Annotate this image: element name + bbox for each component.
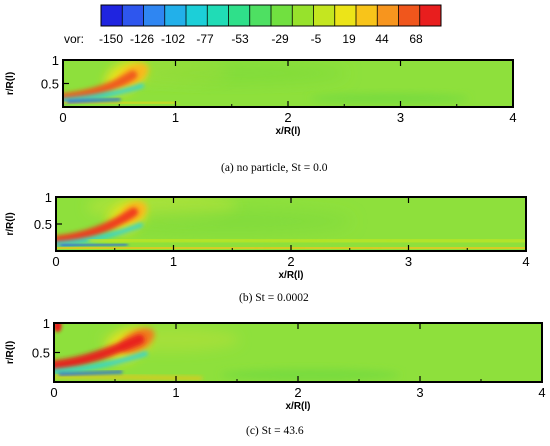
- x-tick-label: 2: [294, 385, 301, 400]
- y-tick-label: 1: [45, 190, 52, 205]
- vorticity-contour: [54, 351, 148, 374]
- vorticity-contour: [220, 368, 401, 381]
- colorbar-swatch: [143, 5, 166, 26]
- vorticity-contour: [60, 243, 128, 248]
- colorbar-swatch: [122, 5, 144, 26]
- x-tick-label: 1: [170, 254, 177, 269]
- colorbar-tick-label: -29: [271, 32, 289, 46]
- vorticity-contour: [88, 237, 526, 245]
- x-axis-label: x/R(l): [276, 126, 301, 137]
- x-tick-label: 2: [284, 110, 291, 125]
- x-tick-label: 3: [416, 385, 423, 400]
- colorbar-svg: vor: -150 -126 -102 -77 -53 -29 -5 19 44 68: [64, 4, 442, 46]
- vorticity-contour: [58, 370, 123, 376]
- x-tick-label: 3: [405, 254, 412, 269]
- vorticity-contour: [63, 83, 145, 103]
- colorbar-tick-label: -53: [231, 32, 249, 46]
- y-axis-label: r/R(l): [5, 72, 16, 95]
- colorbar-tick-label: 68: [409, 32, 423, 46]
- x-tick-label: 0: [59, 110, 66, 125]
- vorticity-contour: [309, 93, 470, 104]
- vorticity-contour: [63, 100, 178, 106]
- contour-plot-c: 0 1 2 3 4 0.5 1 x/R(l) r/R(l): [5, 316, 546, 412]
- colorbar-swatch: [292, 5, 314, 26]
- colorbar-tick-label: 44: [375, 32, 389, 46]
- caption-b: (b) St = 0.0002: [239, 292, 309, 304]
- x-tick-label: 4: [522, 254, 529, 269]
- y-axis-label: r/R(l): [5, 212, 16, 235]
- vorticity-contour: [67, 97, 121, 104]
- y-tick-label: 0.5: [41, 77, 59, 92]
- x-tick-label: 4: [509, 110, 516, 125]
- vorticity-contour: [54, 323, 62, 332]
- colorbar-tick-label: -102: [161, 32, 185, 46]
- vorticity-contour: [54, 334, 145, 371]
- colorbar-swatch: [249, 5, 272, 26]
- caption-a: (a) no particle, St = 0.0: [221, 162, 328, 174]
- colorbar-swatch: [356, 5, 378, 26]
- vorticity-contour: [112, 209, 353, 234]
- colorbar-swatch: [228, 5, 251, 26]
- panel-b: 0 1 2 3 4 0.5 1 x/R(l) r/R(l) (b) St = 0.0002: [0, 182, 550, 307]
- colorbar-swatch: [186, 5, 208, 26]
- vorticity-contour: [54, 374, 203, 381]
- vorticity-contour: [56, 207, 139, 245]
- x-tick-label: 1: [172, 110, 179, 125]
- x-tick-label: 1: [172, 385, 179, 400]
- x-tick-label: 2: [287, 254, 294, 269]
- vorticity-contour: [127, 63, 348, 84]
- colorbar-swatch: [398, 5, 421, 26]
- contour-field: [63, 60, 513, 107]
- x-tick-label: 4: [538, 385, 545, 400]
- y-axis-label: r/R(l): [5, 341, 16, 364]
- contour-plot-a: 0 1 2 3 4 0.5 1 x/R(l) r/R(l): [5, 53, 517, 137]
- colorbar-swatch: [334, 5, 357, 26]
- colorbar-tick-label: -77: [196, 32, 214, 46]
- colorbar-swatch: [207, 5, 229, 26]
- x-tick-label: 3: [397, 110, 404, 125]
- panel-c: 0 1 2 3 4 0.5 1 x/R(l) r/R(l) (c) St = 43.6: [0, 310, 550, 446]
- y-tick-label: 1: [43, 316, 50, 331]
- colorbar-tick-label: -5: [311, 32, 322, 46]
- y-tick-label: 1: [52, 53, 59, 68]
- colorbar-tick-label: -150: [99, 32, 123, 46]
- x-tick-label: 0: [50, 385, 57, 400]
- contour-plot-b: 0 1 2 3 4 0.5 1 x/R(l) r/R(l): [5, 190, 530, 281]
- colorbar-tick-label: -126: [130, 32, 154, 46]
- colorbar-swatch: [164, 5, 187, 26]
- colorbar-swatch: [377, 5, 399, 26]
- colorbar: vor: -150 -126 -102 -77 -53 -29 -5 19 44 68: [0, 0, 550, 50]
- colorbar-swatch: [313, 5, 336, 26]
- y-tick-label: 0.5: [34, 217, 52, 232]
- colorbar-swatch: [419, 5, 442, 26]
- x-axis-label: x/R(l): [279, 270, 304, 281]
- colorbar-tick-label: 19: [342, 32, 356, 46]
- colorbar-label: vor:: [64, 32, 84, 46]
- colorbar-swatch: [101, 5, 123, 26]
- vorticity-contour: [56, 222, 144, 247]
- colorbar-swatch: [271, 5, 293, 26]
- y-tick-label: 0.5: [32, 346, 50, 361]
- x-axis-label: x/R(l): [286, 401, 311, 412]
- contour-field: [54, 323, 542, 382]
- vorticity-contour: [63, 70, 138, 103]
- caption-c: (c) St = 43.6: [246, 425, 304, 437]
- panel-a: 0 1 2 3 4 0.5 1 x/R(l) r/R(l) (a) no particle, S…: [0, 50, 550, 180]
- x-tick-label: 0: [52, 254, 59, 269]
